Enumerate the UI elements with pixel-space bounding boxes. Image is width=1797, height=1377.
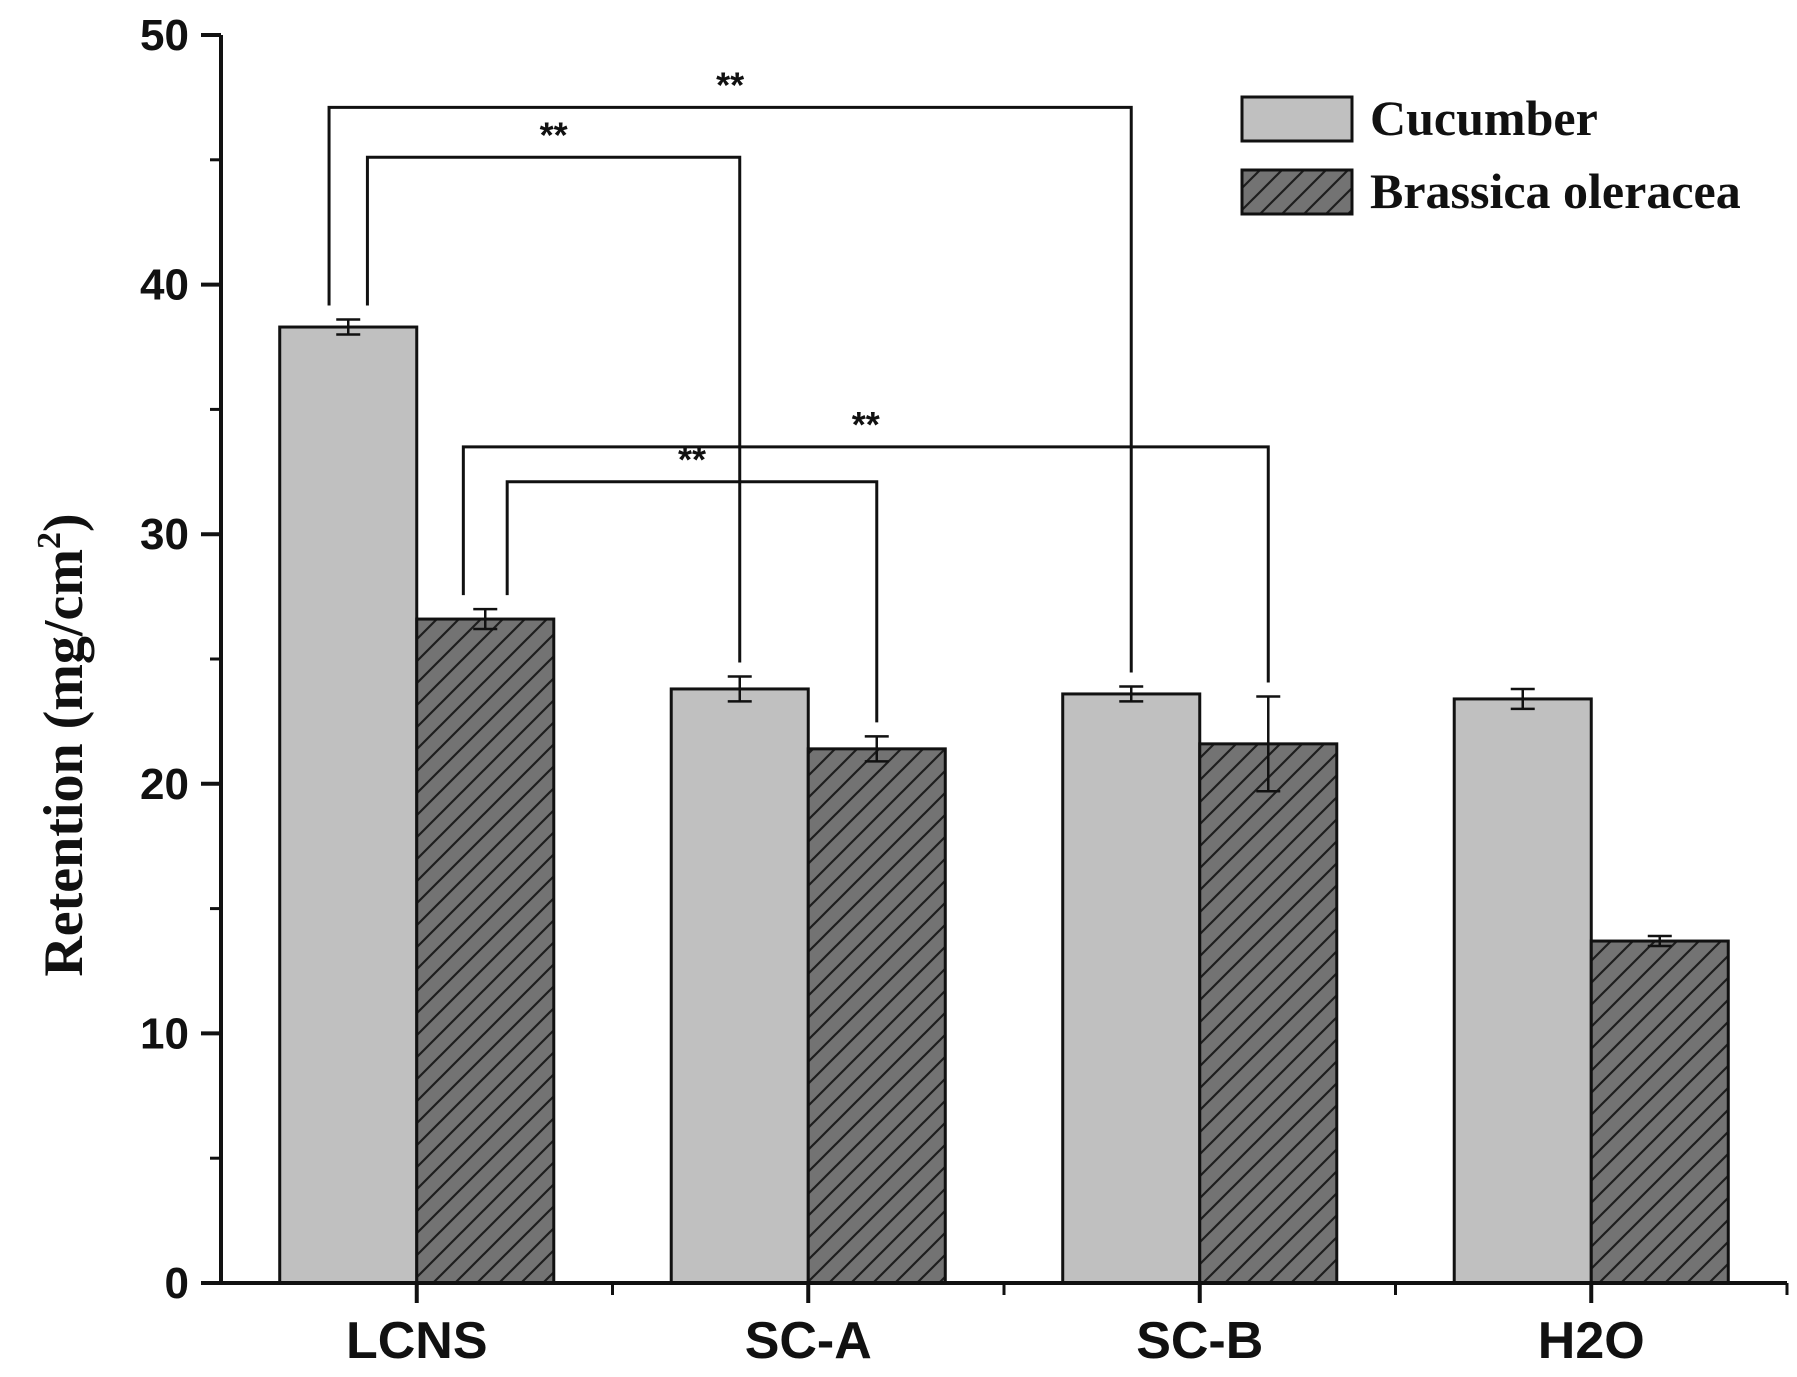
- legend-swatch-brassica: [1240, 168, 1354, 216]
- legend-label-brassica: Brassica oleracea: [1370, 163, 1741, 219]
- significance-marker: **: [716, 64, 744, 105]
- bar: [1061, 692, 1202, 1285]
- y-axis-label: Retention (mg/cm2): [31, 513, 95, 976]
- significance-marker: **: [852, 404, 880, 445]
- svg-text:Retention (mg/cm2): Retention (mg/cm2): [31, 513, 95, 976]
- y-tick-label: 10: [140, 1009, 189, 1058]
- x-category-label: LCNS: [346, 1312, 488, 1370]
- x-axis-ticks: [414, 1283, 1789, 1303]
- bar: [806, 747, 947, 1285]
- x-category-label: SC-B: [1136, 1312, 1263, 1370]
- legend: Cucumber Brassica oleracea: [1240, 90, 1741, 219]
- significance-brackets: ** ** ** **: [327, 64, 1270, 723]
- bar: [1589, 939, 1730, 1285]
- y-tick-label: 30: [140, 510, 189, 559]
- bar: [1198, 742, 1339, 1285]
- significance-marker: **: [540, 114, 568, 155]
- error-bars: [336, 318, 1672, 948]
- bar: [1452, 697, 1593, 1285]
- bar: [415, 617, 556, 1285]
- legend-swatch-cucumber: [1240, 95, 1354, 143]
- y-tick-label: 40: [140, 261, 189, 310]
- x-category-label: H2O: [1538, 1312, 1645, 1370]
- y-axis-label-superscript: 2: [31, 532, 68, 549]
- y-tick-label: 20: [140, 760, 189, 809]
- bar: [278, 325, 419, 1285]
- significance-bracket: [505, 480, 879, 723]
- significance-bracket: [365, 155, 742, 663]
- y-axis-label-suffix: ): [33, 513, 95, 532]
- y-axis-ticks: 0 10 20 30 40 50: [140, 11, 221, 1308]
- legend-label-cucumber: Cucumber: [1370, 90, 1598, 146]
- significance-marker: **: [678, 439, 706, 480]
- bars: [278, 325, 1730, 1285]
- significance-bracket: [327, 105, 1133, 673]
- y-tick-label: 50: [140, 11, 189, 60]
- y-tick-label: 0: [165, 1259, 189, 1308]
- y-axis-label-text: Retention (mg/cm: [33, 549, 95, 977]
- bar: [669, 687, 810, 1285]
- x-axis-category-labels: LCNS SC-A SC-B H2O: [346, 1312, 1645, 1370]
- significance-bracket: [461, 445, 1270, 683]
- x-category-label: SC-A: [745, 1312, 872, 1370]
